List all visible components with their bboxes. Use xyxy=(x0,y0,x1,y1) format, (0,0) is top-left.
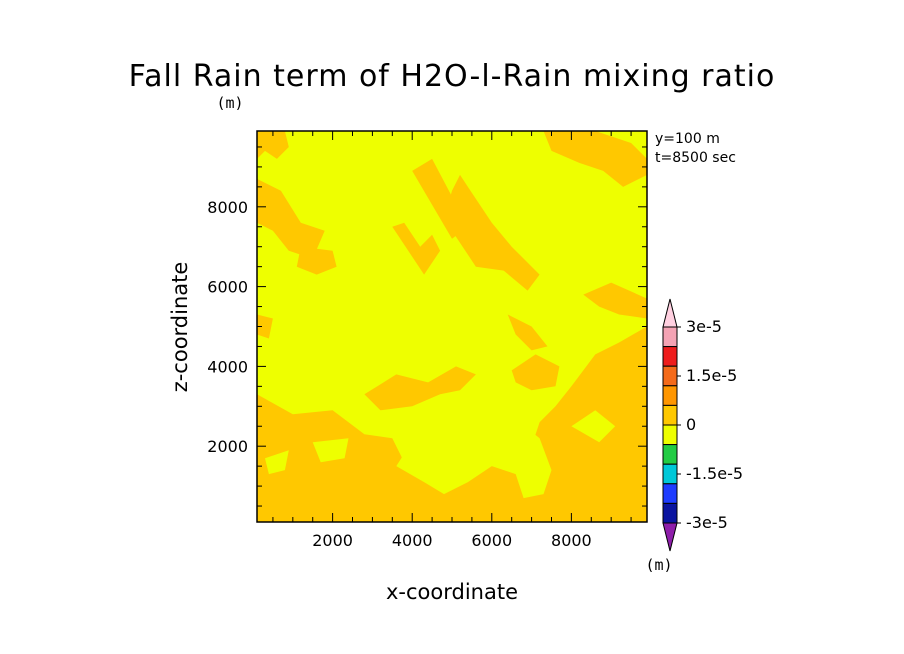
contour-region-negative-4 xyxy=(265,450,289,475)
colorbar-overflow-triangle-bottom xyxy=(662,522,678,552)
contour-region-positive-2 xyxy=(257,178,325,259)
contour-region-positive-11 xyxy=(364,366,476,411)
contour-region-positive-7 xyxy=(444,174,540,291)
colorbar-swatch xyxy=(662,483,678,504)
y-tick-label: 8000 xyxy=(207,198,248,217)
contour-region-positive-1 xyxy=(257,131,289,159)
colorbar-swatch xyxy=(662,502,678,524)
colorbar-swatch xyxy=(662,424,678,446)
x-tick-label: 6000 xyxy=(471,531,512,550)
contour-region-negative-1 xyxy=(396,410,552,499)
colorbar-label: -3e-5 xyxy=(686,513,728,532)
contour-region-positive-3 xyxy=(296,246,337,275)
x-tick-label: 4000 xyxy=(392,531,433,550)
annotation-y-position: y=100 m xyxy=(655,131,720,147)
y-axis-ticks: 2000 4000 6000 8000 xyxy=(207,146,647,507)
colorbar-unit-label: (m) xyxy=(645,556,672,574)
title-unit-label: (m) xyxy=(216,94,243,112)
contour-region-positive-8 xyxy=(507,314,548,351)
x-tick-label: 2000 xyxy=(312,531,353,550)
colorbar-swatch xyxy=(662,404,678,426)
contour-layer-below-minus-3e-6 xyxy=(265,410,616,499)
y-tick-label: 2000 xyxy=(207,437,248,456)
contour-region-positive-12 xyxy=(511,354,560,391)
y-tick-label: 6000 xyxy=(207,278,248,297)
colorbar-swatch xyxy=(662,385,678,406)
colorbar-label: 1.5e-5 xyxy=(686,366,737,385)
contour-region-positive-13 xyxy=(583,282,647,319)
annotation-time: t=8500 sec xyxy=(655,150,736,166)
chart-title: Fall Rain term of H2O-l-Rain mixing rati… xyxy=(129,59,776,94)
x-tick-label: 8000 xyxy=(551,531,592,550)
heatmap-plot-area xyxy=(257,131,647,522)
contour-region-positive-9 xyxy=(543,131,647,187)
x-axis-label: x-coordinate xyxy=(386,580,518,604)
contour-region-negative-2 xyxy=(312,438,349,463)
colorbar-label: -1.5e-5 xyxy=(686,464,743,483)
y-tick-label: 4000 xyxy=(207,357,248,376)
colorbar-swatch xyxy=(662,365,678,387)
x-axis-ticks: 2000 4000 6000 8000 xyxy=(272,131,632,550)
colorbar-label: 0 xyxy=(686,415,696,434)
colorbar-swatch xyxy=(662,444,678,465)
contour-region-positive-4 xyxy=(257,314,273,339)
contour-region-positive-5 xyxy=(392,222,441,275)
colorbar-swatch xyxy=(662,463,678,485)
y-axis-label: z-coordinate xyxy=(168,262,192,393)
colorbar-overflow-triangle-top xyxy=(662,298,678,328)
colorbar: 3e-5 1.5e-5 0 -1.5e-5 -3e-5 xyxy=(662,298,743,552)
colorbar-swatch xyxy=(662,346,678,367)
colorbar-swatch xyxy=(662,326,678,348)
contour-region-negative-3 xyxy=(571,410,616,443)
colorbar-label: 3e-5 xyxy=(686,317,722,336)
